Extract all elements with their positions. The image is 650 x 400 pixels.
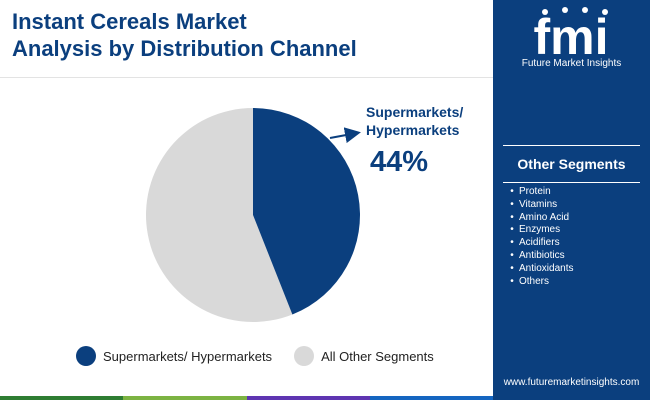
other-segments-heading: Other Segments: [503, 145, 640, 183]
legend-swatch-other: [294, 346, 315, 366]
logo-tagline: Future Market Insights: [521, 58, 622, 69]
segment-item: Amino Acid: [505, 212, 573, 225]
logo-dot-icon: [602, 9, 608, 15]
callout-percentage: 44%: [370, 146, 429, 178]
callout-label: Supermarkets/ Hypermarkets: [366, 103, 463, 139]
segments-list: ProteinVitaminsAmino AcidEnzymesAcidifie…: [505, 186, 573, 288]
legend-item-other: All Other Segments: [294, 346, 434, 366]
bottom-bar-segment: [246, 396, 370, 400]
title-divider: [0, 77, 493, 78]
legend-label-supermarkets: Supermarkets/ Hypermarkets: [103, 348, 273, 364]
callout-arrow: [329, 127, 361, 144]
segment-item: Acidifiers: [505, 237, 573, 250]
logo-letters: fmi: [534, 9, 609, 60]
logo-dot-icon: [542, 9, 548, 15]
segment-item: Others: [505, 276, 573, 289]
title-line-2: Analysis by Distribution Channel: [12, 36, 357, 61]
bottom-bar-segment: [369, 396, 493, 400]
segment-item: Vitamins: [505, 199, 573, 212]
legend-label-other: All Other Segments: [321, 348, 434, 364]
callout-label-line-2: Hypermarkets: [366, 122, 460, 138]
segment-item: Protein: [505, 186, 573, 199]
bottom-color-bar: [0, 396, 493, 400]
sidebar: fmi Future Market Insights Other Segment…: [493, 0, 650, 400]
fmi-logo: fmi Future Market Insights: [493, 0, 650, 75]
segment-item: Antioxidants: [505, 263, 573, 276]
bottom-bar-segment: [0, 396, 124, 400]
pie-slice-supermarkets: [253, 108, 360, 315]
pie-slice-other: [145, 108, 293, 322]
bottom-bar-segment: [123, 396, 247, 400]
chart-area: Supermarkets/ Hypermarkets 44% Supermark…: [0, 78, 493, 396]
legend-item-supermarkets: Supermarkets/ Hypermarkets: [76, 346, 272, 366]
logo-dot-icon: [582, 7, 588, 13]
chart-legend: Supermarkets/ Hypermarkets All Other Seg…: [76, 346, 456, 366]
logo-dot-icon: [562, 7, 568, 13]
title-line-1: Instant Cereals Market: [12, 9, 247, 34]
segment-item: Antibiotics: [505, 250, 573, 263]
callout-label-line-1: Supermarkets/: [366, 104, 464, 120]
pie-chart: [145, 108, 361, 322]
fmi-logo-mark: fmi: [534, 7, 609, 65]
legend-swatch-supermarkets: [76, 346, 96, 366]
segment-item: Enzymes: [505, 224, 573, 237]
page-title: Instant Cereals Market Analysis by Distr…: [12, 8, 482, 62]
website-url[interactable]: www.futuremarketinsights.com: [503, 377, 640, 388]
